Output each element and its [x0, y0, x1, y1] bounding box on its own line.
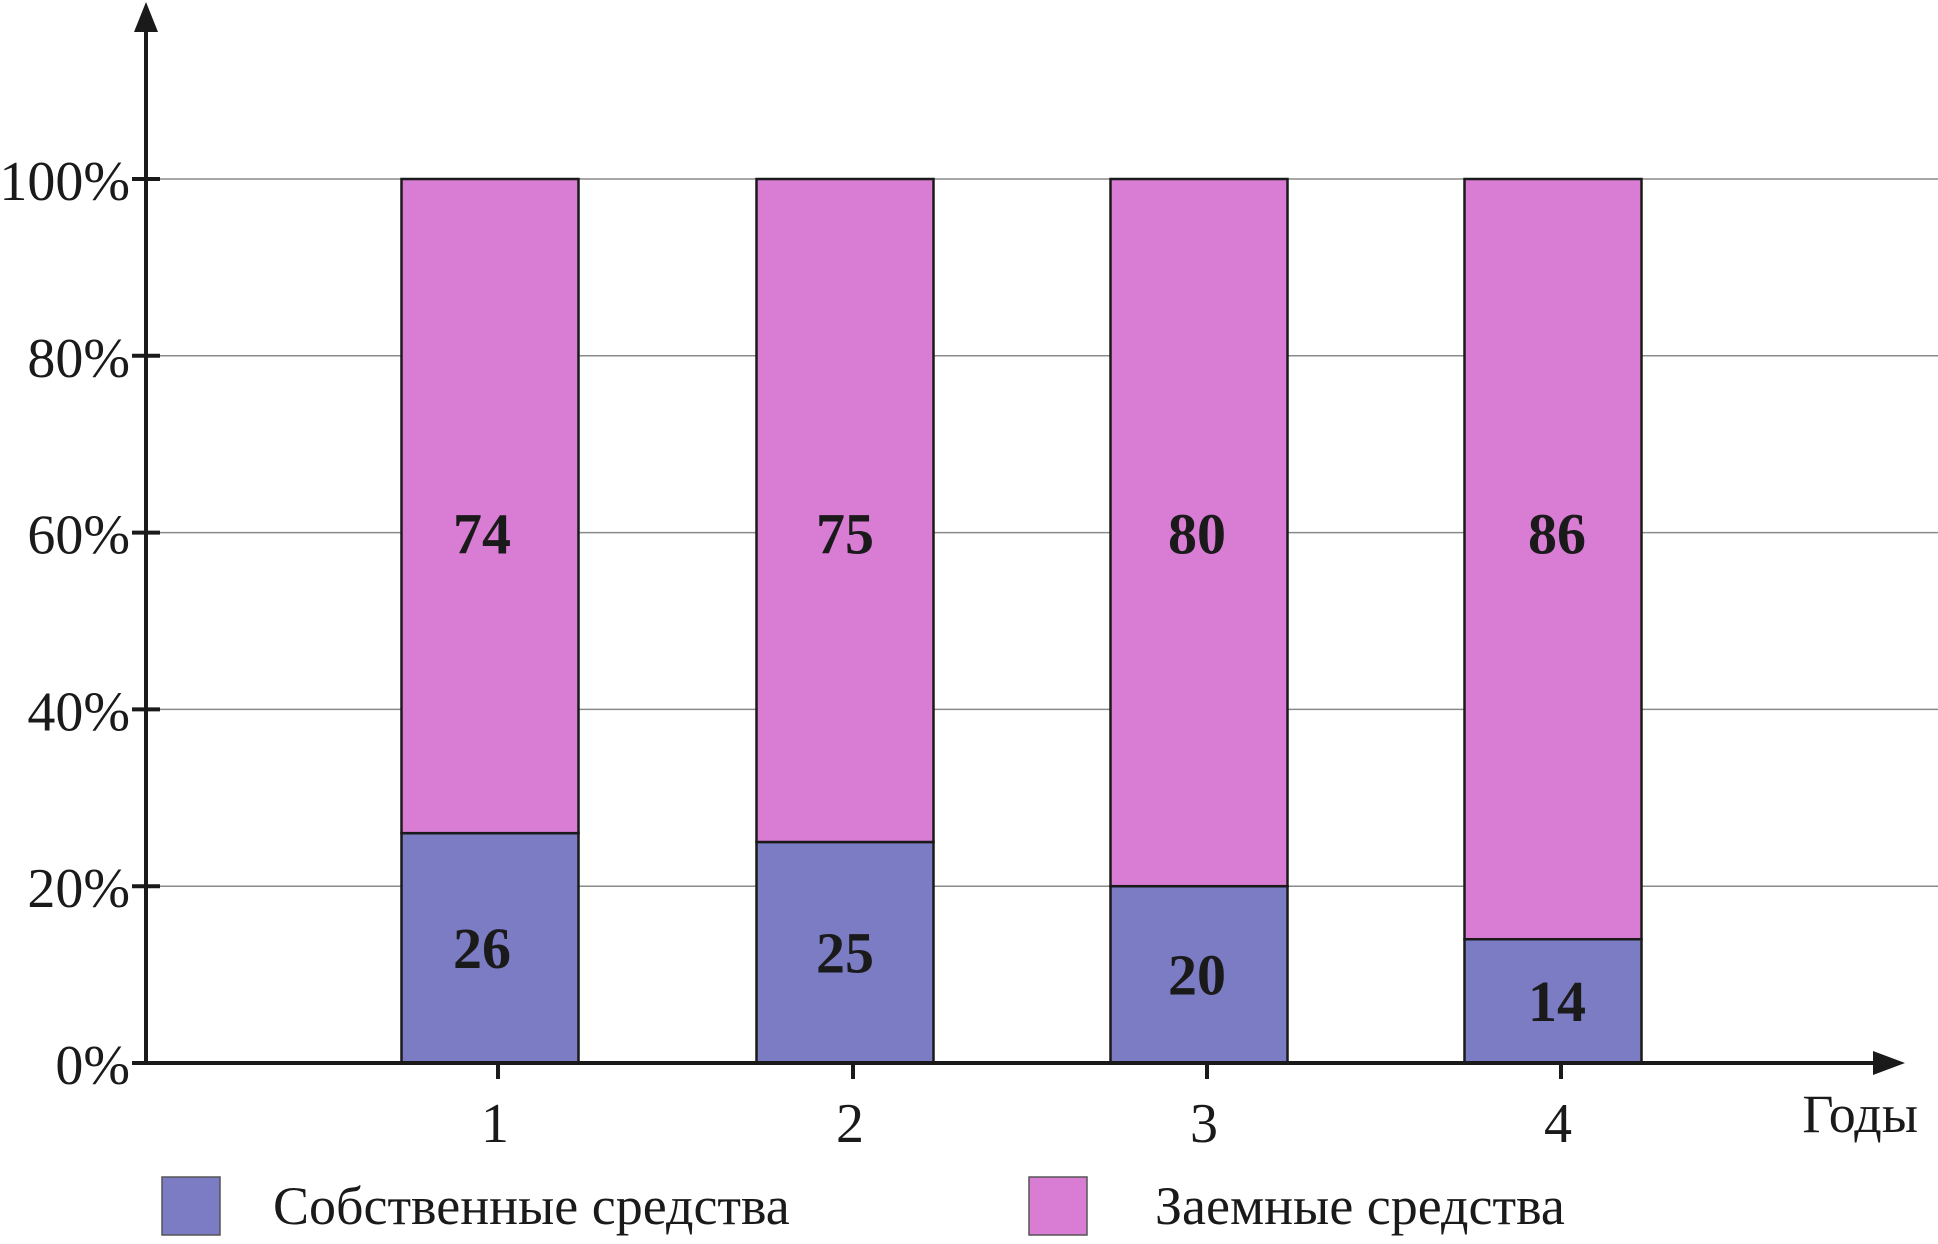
x-tick-label: 1: [481, 1093, 509, 1155]
data-label: 86: [1528, 502, 1586, 567]
bar-segment: [400, 831, 580, 1065]
legend-label: Собственные средства: [273, 1176, 790, 1236]
y-tick-label: 100%: [0, 151, 130, 213]
x-tick-label: 2: [836, 1093, 864, 1155]
bar-segment: [1463, 937, 1643, 1065]
y-tick-label: 80%: [27, 328, 130, 390]
x-tick-label: 3: [1190, 1093, 1218, 1155]
bar-segment: [400, 177, 580, 835]
data-label: 20: [1168, 943, 1226, 1008]
bar-segment: [755, 177, 935, 844]
data-label: 80: [1168, 502, 1226, 567]
y-tick-label: 20%: [27, 858, 130, 920]
bar-segment: [1463, 177, 1643, 941]
data-label: 26: [453, 916, 511, 981]
y-axis-arrow-icon: [134, 2, 158, 32]
legend-item: Заемные средства: [1028, 1176, 1565, 1236]
y-tick-label: 40%: [27, 681, 130, 743]
x-tick-label: 4: [1544, 1093, 1572, 1155]
y-tick-label: 60%: [27, 505, 130, 567]
data-label: 74: [453, 502, 511, 567]
legend-swatch: [1028, 1176, 1088, 1236]
data-label: 14: [1528, 969, 1586, 1034]
x-axis-arrow-icon: [1873, 1051, 1905, 1075]
data-label: 25: [816, 921, 874, 986]
legend-label: Заемные средства: [1155, 1176, 1565, 1236]
bar-segment: [1109, 177, 1289, 888]
y-tick-label: 0%: [55, 1035, 130, 1097]
x-axis-title: Годы: [1802, 1084, 1918, 1144]
data-label: 75: [816, 502, 874, 567]
legend-item: Собственные средства: [161, 1176, 790, 1236]
legend-swatch: [161, 1176, 221, 1236]
